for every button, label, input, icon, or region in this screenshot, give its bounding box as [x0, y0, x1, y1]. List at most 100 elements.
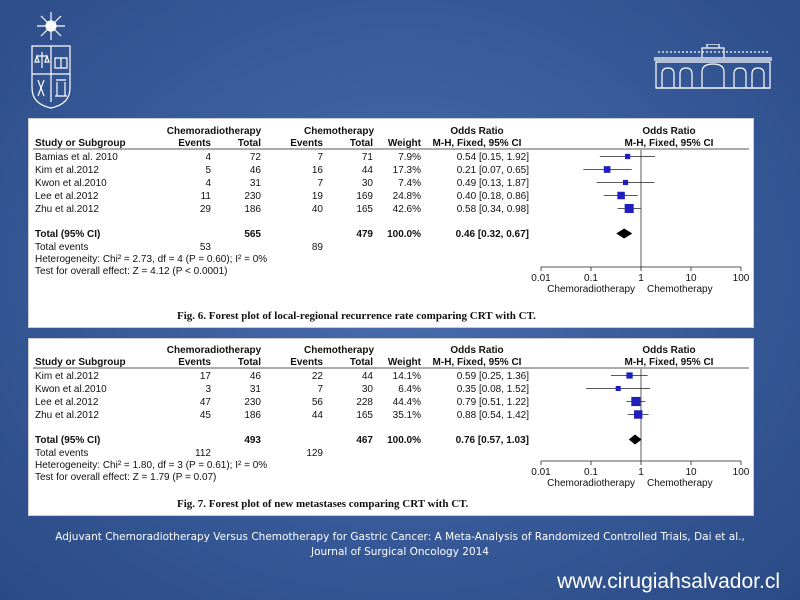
group1-header: Chemoradiotherapy: [167, 345, 262, 356]
effect-square: [624, 203, 634, 214]
effect-square: [626, 372, 633, 379]
ci-value: 0.79 [0.51, 1.22]: [457, 397, 530, 408]
figure-label: Fig. 7.: [177, 498, 209, 510]
ci-value: 0.35 [0.08, 1.52]: [457, 384, 530, 395]
events2-value: 56: [312, 397, 324, 408]
total2-sum: 479: [356, 229, 373, 240]
total-weight: 100.0%: [387, 229, 421, 240]
axis-tick-label: 1: [638, 273, 644, 284]
total2-value: 71: [362, 152, 374, 163]
heterogeneity-text: Heterogeneity: Chi² = 1.80, df = 3 (P = …: [35, 460, 267, 471]
axis-tick-label: 0.01: [531, 273, 551, 284]
effect-square: [634, 410, 643, 419]
forest-plot-panel-fig7: Chemoradiotherapy Chemotherapy Odds Ratio O…: [28, 338, 754, 516]
source-citation: Adjuvant Chemoradiotherapy Versus Chemot…: [40, 530, 760, 560]
ci-value: 0.40 [0.18, 0.86]: [457, 191, 530, 202]
figure-caption: Fig. 6. Forest plot of local-regional re…: [177, 310, 536, 322]
forest-plot-panel-fig6: Chemoradiotherapy Chemotherapy Odds Ratio O…: [28, 118, 754, 328]
events2-value: 19: [312, 191, 324, 202]
events1-value: 11: [201, 191, 212, 202]
study-name: Kim et al.2012: [35, 165, 99, 176]
group1-header: Chemoradiotherapy: [167, 126, 262, 137]
study-name: Lee et al.2012: [35, 191, 99, 202]
weight-value: 35.1%: [393, 410, 421, 421]
total2-header: Total: [350, 357, 373, 368]
scales-icon: [34, 52, 50, 68]
total-events1: 53: [200, 242, 212, 253]
total2-value: 165: [356, 410, 373, 421]
effect-square: [631, 396, 641, 407]
ci-value: 0.54 [0.15, 1.92]: [457, 152, 530, 163]
ci-value: 0.49 [0.13, 1.87]: [457, 178, 530, 189]
group2-header: Chemotherapy: [304, 126, 374, 137]
events1-value: 29: [200, 204, 212, 215]
axis-tick-label: 10: [685, 273, 697, 284]
weight-value: 17.3%: [393, 165, 421, 176]
odds-ratio-plot-title: Odds Ratio: [642, 345, 695, 356]
overall-effect-text: Test for overall effect: Z = 1.79 (P = 0…: [35, 472, 216, 483]
total-ci-value: 0.76 [0.57, 1.03]: [456, 435, 529, 446]
citation-line-1: Adjuvant Chemoradiotherapy Versus Chemot…: [55, 531, 745, 543]
total2-value: 30: [362, 178, 374, 189]
events1-value: 3: [205, 384, 211, 395]
total1-value: 230: [244, 397, 261, 408]
weight-value: 42.6%: [393, 204, 421, 215]
total-events1: 112: [195, 448, 211, 459]
total1-value: 186: [244, 204, 261, 215]
events2-value: 44: [312, 410, 324, 421]
total1-value: 46: [250, 371, 262, 382]
favours-right-label: Chemotherapy: [647, 478, 713, 489]
effect-square: [617, 191, 625, 200]
total2-header: Total: [350, 138, 373, 149]
total2-sum: 467: [356, 435, 373, 446]
effect-square: [615, 385, 621, 392]
forest-plot-fig7: Chemoradiotherapy Chemotherapy Odds Ratio O…: [33, 345, 750, 510]
total2-value: 228: [356, 397, 373, 408]
total1-value: 186: [244, 410, 261, 421]
events2-header: Events: [290, 138, 323, 149]
axis-tick-label: 100: [733, 467, 750, 478]
total1-sum: 565: [244, 229, 261, 240]
study-name: Lee et al.2012: [35, 397, 99, 408]
total-events-label: Total events: [35, 448, 88, 459]
compass-icon: [37, 79, 45, 97]
effect-square: [603, 166, 611, 173]
total1-value: 72: [250, 152, 262, 163]
total-ci-label: Total (95% CI): [35, 435, 100, 446]
events1-value: 47: [200, 397, 212, 408]
forest-plot-fig6: Chemoradiotherapy Chemotherapy Odds Ratio O…: [33, 126, 750, 322]
study-name: Kwon et al.2010: [35, 178, 107, 189]
weight-header: Weight: [388, 357, 422, 368]
total2-value: 165: [356, 204, 373, 215]
university-crest-logo: [31, 12, 71, 109]
events1-value: 5: [205, 165, 211, 176]
total2-value: 30: [362, 384, 374, 395]
events2-value: 16: [312, 165, 324, 176]
events2-value: 22: [312, 371, 324, 382]
or-method-header: M-H, Fixed, 95% CI: [433, 138, 522, 149]
citation-line-2: Journal of Surgical Oncology 2014: [310, 546, 489, 558]
study-column-header: Study or Subgroup: [35, 138, 126, 149]
favours-left-label: Chemoradiotherapy: [547, 478, 635, 489]
total1-header: Total: [238, 138, 261, 149]
figure-caption: Fig. 7. Forest plot of new metastases co…: [177, 498, 469, 510]
column-icon: [55, 79, 67, 97]
ci-value: 0.21 [0.07, 0.65]: [457, 165, 530, 176]
events2-value: 7: [317, 384, 323, 395]
axis-tick-label: 0.1: [584, 467, 598, 478]
book-icon: [54, 57, 68, 69]
or-method-header: M-H, Fixed, 95% CI: [433, 357, 522, 368]
weight-header: Weight: [388, 138, 422, 149]
total2-value: 169: [356, 191, 373, 202]
weight-value: 7.9%: [398, 152, 421, 163]
total1-value: 46: [250, 165, 262, 176]
website-url[interactable]: www.cirugiahsalvador.cl: [557, 570, 780, 593]
events2-value: 7: [317, 152, 323, 163]
weight-value: 24.8%: [393, 191, 421, 202]
arch-windows: [661, 63, 765, 88]
total1-value: 31: [250, 178, 262, 189]
total-ci-value: 0.46 [0.32, 0.67]: [456, 229, 529, 240]
events1-header: Events: [178, 357, 211, 368]
plot-method-header: M-H, Fixed, 95% CI: [625, 357, 714, 368]
favours-left-label: Chemoradiotherapy: [547, 284, 635, 295]
